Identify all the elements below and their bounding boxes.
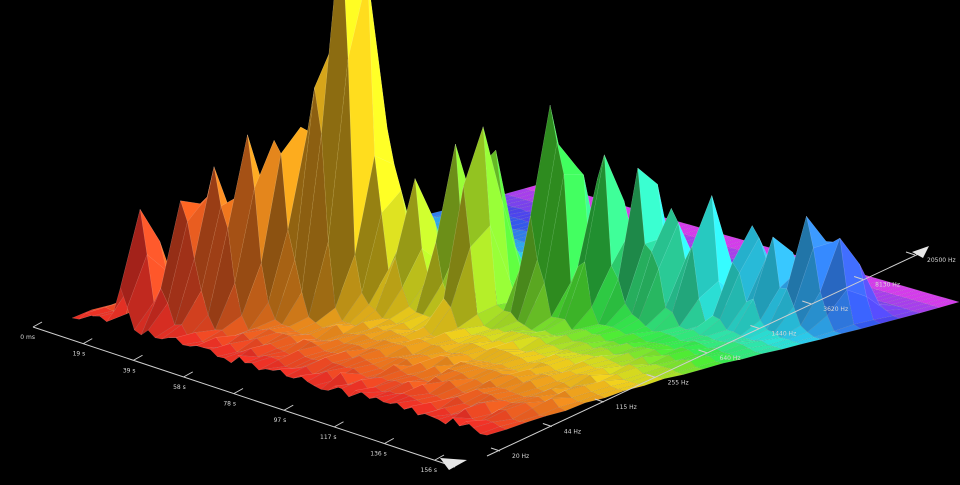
time-axis-tick-mark xyxy=(334,421,344,428)
surface-cell xyxy=(344,0,363,60)
time-axis-tick-mark xyxy=(32,321,43,328)
frequency-axis-arrow-icon xyxy=(912,246,929,258)
surface-cell xyxy=(657,372,685,379)
time-axis-tick-mark xyxy=(233,388,244,394)
time-axis-tick-label: 136 s xyxy=(370,450,387,457)
surface-cell xyxy=(853,319,881,330)
time-axis-tick-label: 0 ms xyxy=(20,334,35,341)
surface-cell xyxy=(519,415,547,423)
time-axis-tick-label: 117 s xyxy=(320,434,337,441)
time-axis-tick-label: 58 s xyxy=(173,384,186,391)
frequency-axis-tick-mark xyxy=(750,325,760,329)
time-axis-tick-label: 97 s xyxy=(274,417,287,424)
frequency-axis-tick-mark xyxy=(853,276,864,280)
frequency-axis-tick-mark xyxy=(490,447,501,452)
surface-cell xyxy=(695,361,724,370)
frequency-axis-tick-mark xyxy=(905,251,916,256)
surface-cell xyxy=(479,426,508,436)
surface-cell xyxy=(735,351,763,360)
surface-mesh xyxy=(71,0,960,436)
time-axis-tick-mark xyxy=(183,371,193,378)
frequency-axis-tick-label: 8130 Hz xyxy=(875,282,900,289)
surface-cell xyxy=(676,367,704,375)
frequency-axis-tick-label: 3620 Hz xyxy=(823,306,848,313)
time-axis-tick-mark xyxy=(284,404,294,411)
frequency-axis-tick-label: 640 Hz xyxy=(720,355,741,362)
time-axis-arrow-icon xyxy=(440,458,467,470)
surface-cell xyxy=(539,407,567,417)
frequency-axis: 20 Hz 44 Hz 115 Hz 255 Hz 640 Hz 1440 Hz 3620 … xyxy=(486,246,956,460)
frequency-axis-tick-label: 20 Hz xyxy=(512,453,529,460)
surface-cell xyxy=(774,341,803,350)
time-axis-tick-mark xyxy=(434,454,445,461)
frequency-axis-tick-mark xyxy=(698,349,708,354)
frequency-axis-tick-label: 1440 Hz xyxy=(771,331,796,338)
frequency-axis-tick-label: 115 Hz xyxy=(616,404,637,411)
surface-cell xyxy=(558,401,586,411)
frequency-axis-tick-mark xyxy=(646,374,656,378)
frequency-axis-tick-mark xyxy=(594,398,604,403)
time-axis-tick-label: 39 s xyxy=(123,367,136,374)
frequency-axis-tick-label: 255 Hz xyxy=(668,380,689,387)
frequency-axis-tick-mark xyxy=(802,300,812,305)
time-axis: 0 ms 19 s 39 s 58 s 78 s 97 s 117 s 136 s 156 s xyxy=(20,321,467,474)
frequency-axis-tick-label: 20500 Hz xyxy=(927,257,956,264)
frequency-axis-tick-mark xyxy=(542,423,553,427)
time-axis-tick-mark xyxy=(83,338,93,345)
time-axis-tick-label: 156 s xyxy=(421,467,438,474)
surface-cell xyxy=(833,324,862,334)
time-axis-tick-label: 19 s xyxy=(73,351,86,358)
time-axis-tick-mark xyxy=(384,437,394,444)
time-axis-tick-label: 78 s xyxy=(223,401,236,408)
time-axis-tick-mark xyxy=(133,354,143,361)
frequency-axis-tick-label: 44 Hz xyxy=(564,429,581,436)
